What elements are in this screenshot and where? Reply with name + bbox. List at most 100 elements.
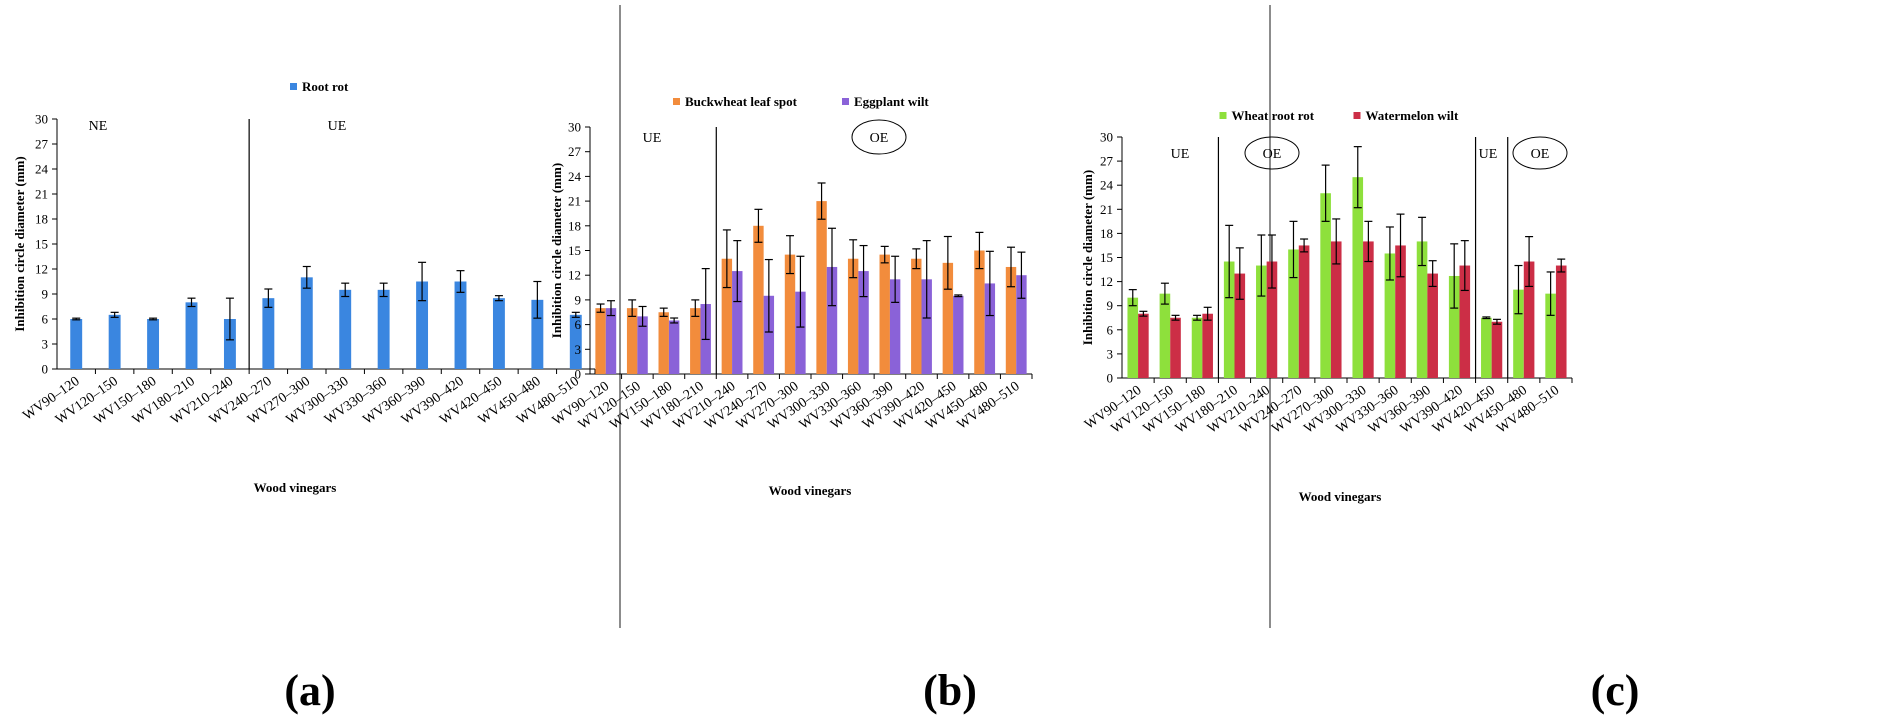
panel-a-bar <box>185 302 198 369</box>
panel-c-bar <box>1138 313 1149 378</box>
panel-c-bar <box>1523 261 1535 378</box>
panel-a-x-axis-title: Wood vinegars <box>254 480 337 495</box>
panel-c-bar <box>1448 275 1460 378</box>
panel-b-y-tick-label: 18 <box>568 218 581 233</box>
panel-c-x-axis-title: Wood vinegars <box>1299 489 1382 504</box>
panel-b-bar <box>911 258 922 374</box>
panel-c-bar <box>1266 261 1278 378</box>
panel-b-bar <box>879 254 890 374</box>
panel-b-bar <box>942 262 954 374</box>
panel-b-bar <box>658 312 669 374</box>
panel-c-letter: (c) <box>1591 666 1640 715</box>
panel-b-y-tick-label: 9 <box>575 292 582 307</box>
panel-c-y-tick-label: 27 <box>1100 154 1114 169</box>
panel-b-bar <box>732 271 743 374</box>
panel-a-y-tick-label: 9 <box>42 287 49 302</box>
panel-a-bar <box>300 277 313 369</box>
panel-c-region-ellipse <box>1244 136 1300 170</box>
panel-c-bar <box>1330 241 1342 378</box>
panel-b-legend-label: Eggplant wilt <box>854 94 929 109</box>
panel-b-bar <box>1005 266 1017 374</box>
panel-b-y-tick-label: 12 <box>568 268 581 283</box>
panel-a-region-label: UE <box>328 119 347 134</box>
panel-b-bar <box>816 201 827 374</box>
panel-a-y-tick-label: 6 <box>42 312 49 327</box>
panel-b-y-tick-label: 24 <box>568 169 582 184</box>
panel-b-region-ellipse <box>851 119 907 155</box>
panel-b-y-tick-label: 3 <box>575 342 582 357</box>
panel-a-bar <box>339 289 352 369</box>
panel-c-region-ellipse <box>1512 136 1568 170</box>
panel-c-bar <box>1223 261 1235 378</box>
panel-b-bar <box>595 308 606 374</box>
panel-b-bar <box>626 308 638 374</box>
panel-c-bar <box>1256 265 1267 378</box>
panel-a-y-tick-label: 18 <box>35 212 48 227</box>
panel-b-legend-label: Buckwheat leaf spot <box>685 94 798 109</box>
panel-b-bar <box>753 225 764 374</box>
panel-c-legend-label: Wheat root rot <box>1232 108 1315 123</box>
panel-c-bar <box>1545 293 1556 378</box>
panel-b-y-tick-label: 6 <box>575 317 582 332</box>
panel-a-y-tick-label: 27 <box>35 137 49 152</box>
panel-b-bar <box>763 295 775 374</box>
panel-c-bar <box>1427 273 1438 378</box>
panel-b-y-tick-label: 30 <box>568 120 581 135</box>
panel-c-bar <box>1352 177 1364 378</box>
panel-c-bar <box>1127 297 1139 378</box>
panel-a-y-tick-label: 15 <box>35 237 48 252</box>
panel-b-bar <box>984 283 996 374</box>
panel-b-bar <box>953 295 964 374</box>
panel-c-legend-swatch <box>1353 112 1361 119</box>
panel-c-y-tick-label: 18 <box>1100 226 1113 241</box>
panel-c-y-tick-label: 9 <box>1107 298 1114 313</box>
panel-b-bar <box>784 254 796 374</box>
panel-a-bar <box>223 319 236 369</box>
panel-c-region-label: UE <box>1479 147 1498 162</box>
panel-a-y-tick-label: 24 <box>35 162 49 177</box>
panel-c-bar <box>1320 193 1331 378</box>
panel-a-chart: 036912151821242730WV90–120WV120–150WV150… <box>12 79 596 495</box>
panel-c-bar <box>1202 313 1213 378</box>
panel-c-bar <box>1288 249 1299 378</box>
panel-c-region-label: UE <box>1171 147 1190 162</box>
panel-c-bar <box>1191 317 1203 378</box>
panel-a-bar <box>108 314 121 369</box>
panel-c-y-tick-label: 6 <box>1107 322 1114 337</box>
panel-c-y-tick-label: 12 <box>1100 274 1113 289</box>
panel-c-legend-label: Watermelon wilt <box>1366 108 1459 123</box>
panel-b-bar <box>1016 275 1027 374</box>
panel-c-bar <box>1481 317 1492 378</box>
panel-a-y-axis-title: Inhibition circle diameter (mm) <box>12 156 27 331</box>
panel-c-bar <box>1384 253 1396 378</box>
panel-a-legend-label: Root rot <box>302 79 349 94</box>
panel-c-bar <box>1363 241 1374 378</box>
panel-a-bar <box>70 319 83 369</box>
panel-c-bar <box>1159 293 1171 378</box>
panel-b-legend-swatch <box>673 98 680 105</box>
panel-c-y-tick-label: 15 <box>1100 250 1113 265</box>
panel-c-chart: 036912151821242730WV90–120WV120–150WV150… <box>1080 108 1573 504</box>
panel-c-region-label: OE <box>1531 147 1550 162</box>
panel-a-bar <box>262 298 275 369</box>
panel-c-bar <box>1491 321 1503 378</box>
panel-a-bar <box>377 289 390 369</box>
panel-b-y-tick-label: 27 <box>568 144 582 159</box>
panel-c-y-tick-label: 0 <box>1107 371 1114 386</box>
panel-c-bar <box>1298 245 1310 378</box>
panel-b-bar <box>668 320 680 374</box>
panel-c-bar <box>1234 273 1246 378</box>
panel-c-y-tick-label: 24 <box>1100 178 1114 193</box>
panel-c-y-tick-label: 21 <box>1100 202 1113 217</box>
panel-b-bar <box>721 258 733 374</box>
panel-b-bar <box>605 308 617 374</box>
panel-b-bar <box>889 279 901 374</box>
panel-a-y-tick-label: 30 <box>35 112 48 127</box>
panel-c-region-label: OE <box>1263 147 1282 162</box>
panel-c-y-axis-title: Inhibition circle diameter (mm) <box>1080 170 1095 345</box>
panel-b-bar <box>974 250 985 374</box>
panel-a-bar <box>454 281 467 369</box>
panel-a-region-label: NE <box>89 119 108 134</box>
panel-b-region-label: OE <box>870 131 889 146</box>
panel-a-y-tick-label: 3 <box>42 337 49 352</box>
